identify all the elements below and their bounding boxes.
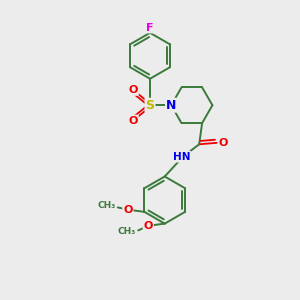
Text: O: O — [143, 221, 153, 231]
Text: N: N — [166, 99, 176, 112]
Text: O: O — [123, 205, 133, 215]
Text: O: O — [219, 138, 228, 148]
Text: S: S — [146, 99, 154, 112]
Text: O: O — [128, 85, 138, 95]
Text: CH₃: CH₃ — [97, 201, 116, 210]
Text: CH₃: CH₃ — [118, 227, 136, 236]
Text: F: F — [146, 22, 154, 32]
Text: HN: HN — [173, 152, 190, 162]
Text: O: O — [128, 116, 138, 126]
